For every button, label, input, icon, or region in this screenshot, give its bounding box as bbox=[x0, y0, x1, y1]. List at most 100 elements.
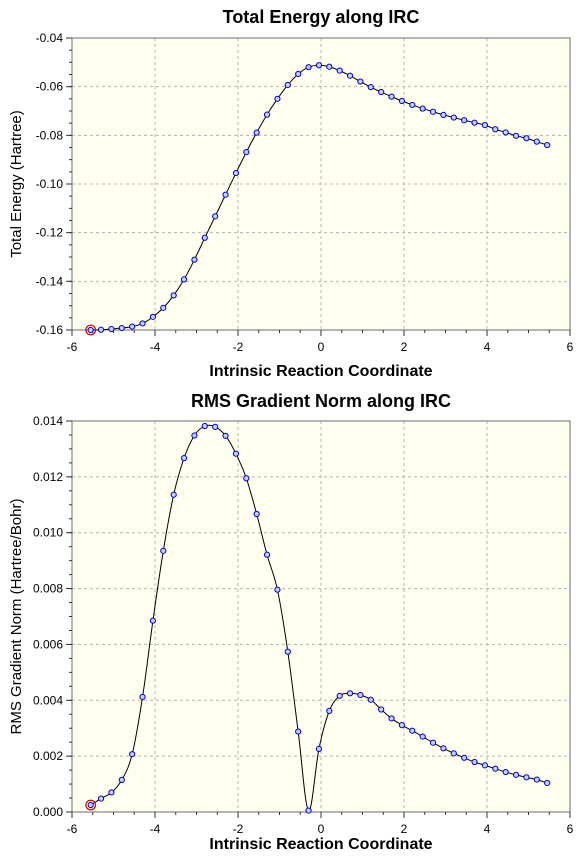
data-point bbox=[367, 84, 374, 91]
x-tick-label: 4 bbox=[484, 822, 491, 836]
data-point bbox=[357, 78, 364, 85]
data-point bbox=[409, 101, 416, 109]
x-axis-label: Intrinsic Reaction Coordinate bbox=[209, 836, 432, 853]
data-point bbox=[139, 320, 146, 327]
data-point bbox=[398, 97, 406, 105]
data-point bbox=[243, 149, 250, 156]
y-tick-label: 0.014 bbox=[33, 414, 63, 428]
x-axis-label: Intrinsic Reaction Coordinate bbox=[209, 363, 432, 380]
y-tick-label: -0.08 bbox=[36, 128, 64, 142]
x-tick-label: -4 bbox=[150, 822, 161, 836]
data-point bbox=[326, 63, 333, 70]
x-tick-label: 4 bbox=[484, 340, 491, 354]
data-point bbox=[523, 135, 530, 142]
data-point bbox=[170, 491, 177, 498]
data-point bbox=[118, 776, 125, 783]
data-point bbox=[429, 739, 437, 746]
data-point bbox=[129, 751, 136, 758]
chart-title: RMS Gradient Norm along IRC bbox=[191, 391, 451, 411]
data-point bbox=[409, 727, 416, 734]
data-point bbox=[440, 111, 447, 118]
data-point bbox=[201, 422, 208, 430]
y-tick-label: 0.002 bbox=[33, 749, 63, 763]
chart-title: Total Energy along IRC bbox=[223, 7, 420, 27]
data-point bbox=[544, 141, 551, 149]
data-point bbox=[378, 706, 385, 713]
y-tick-label: -0.14 bbox=[36, 274, 64, 288]
data-point bbox=[139, 693, 146, 701]
y-tick-label: 0.010 bbox=[33, 526, 63, 540]
data-point bbox=[523, 774, 530, 781]
data-point bbox=[232, 450, 240, 457]
data-point bbox=[108, 325, 115, 333]
data-point bbox=[118, 324, 125, 332]
data-point bbox=[544, 779, 551, 787]
y-axis-label: Total Energy (Hartree) bbox=[8, 110, 25, 258]
y-tick-label: 0.006 bbox=[33, 637, 63, 651]
data-point bbox=[274, 95, 281, 102]
x-tick-label: 6 bbox=[567, 822, 574, 836]
data-point bbox=[533, 138, 540, 145]
data-point bbox=[346, 690, 354, 697]
data-point bbox=[253, 510, 260, 518]
data-point bbox=[170, 292, 177, 299]
y-tick-label: 0.004 bbox=[33, 693, 63, 707]
data-point bbox=[315, 745, 323, 752]
y-tick-label: 0.000 bbox=[33, 805, 63, 819]
data-point bbox=[284, 81, 291, 89]
data-point bbox=[533, 776, 540, 783]
data-point bbox=[232, 169, 240, 177]
data-point bbox=[97, 795, 105, 802]
data-point bbox=[212, 423, 219, 430]
data-point bbox=[440, 745, 447, 752]
data-point bbox=[346, 72, 354, 79]
x-tick-label: -6 bbox=[67, 822, 78, 836]
data-point bbox=[295, 728, 302, 735]
data-point bbox=[492, 126, 499, 133]
x-tick-label: -2 bbox=[233, 340, 244, 354]
data-point bbox=[502, 768, 509, 776]
x-tick-label: -2 bbox=[233, 822, 244, 836]
x-tick-label: 6 bbox=[567, 340, 574, 354]
data-point bbox=[222, 432, 229, 439]
y-axis-label: RMS Gradient Norm (Hartree/Bohr) bbox=[8, 499, 25, 735]
data-point bbox=[263, 551, 271, 558]
data-point bbox=[129, 323, 136, 330]
data-point bbox=[97, 326, 105, 333]
data-point bbox=[180, 455, 188, 462]
y-tick-label: -0.06 bbox=[36, 80, 64, 94]
data-point bbox=[336, 67, 343, 74]
data-point bbox=[222, 191, 229, 198]
data-point bbox=[398, 722, 406, 729]
x-tick-label: -4 bbox=[150, 340, 161, 354]
data-point bbox=[108, 789, 115, 796]
data-point bbox=[481, 122, 489, 129]
data-point bbox=[471, 119, 478, 126]
y-tick-label: -0.10 bbox=[36, 177, 64, 191]
x-tick-label: 0 bbox=[318, 822, 325, 836]
data-point bbox=[357, 691, 364, 699]
current-point-marker bbox=[85, 324, 97, 336]
total-energy-chart: -6 -4 -2 0 2 4 6 -0.04 -0.06 -0.08 -0.10 -0.12 -0.14… bbox=[8, 7, 574, 380]
data-point bbox=[160, 547, 167, 554]
data-point bbox=[243, 475, 250, 482]
data-point bbox=[512, 771, 520, 778]
data-point bbox=[388, 715, 395, 722]
data-point bbox=[367, 696, 374, 703]
data-point bbox=[315, 62, 323, 69]
data-point bbox=[253, 129, 260, 136]
series-line bbox=[90, 424, 548, 812]
data-point bbox=[419, 733, 426, 740]
data-point bbox=[212, 213, 219, 220]
data-point bbox=[191, 256, 198, 263]
data-point bbox=[502, 129, 509, 136]
data-point bbox=[419, 105, 426, 112]
data-point bbox=[492, 765, 499, 772]
data-point bbox=[180, 276, 188, 283]
data-point bbox=[481, 762, 489, 769]
data-point bbox=[284, 648, 291, 655]
data-point bbox=[378, 88, 385, 96]
rms-gradient-chart: -6 -4 -2 0 2 4 6 0.014 0.012 0.010 0.008 0.006 0.004… bbox=[8, 391, 574, 853]
data-point bbox=[450, 750, 457, 757]
x-tick-label: 2 bbox=[401, 822, 408, 836]
